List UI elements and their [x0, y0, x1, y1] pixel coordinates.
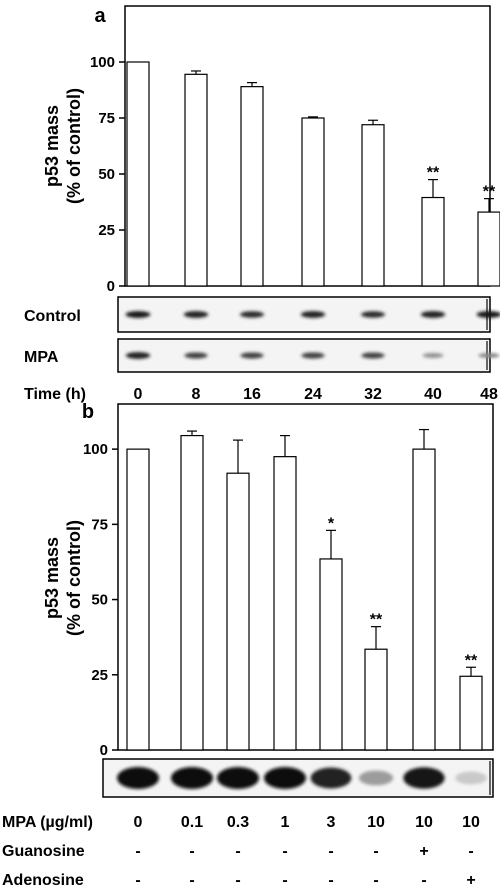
blot-band-a: [240, 352, 264, 359]
blot-band-a: [420, 311, 446, 318]
bar-b: [459, 675, 483, 751]
significance-mark-b: **: [465, 652, 478, 669]
blot-band-a: [239, 311, 265, 318]
blot-band-a: [361, 352, 385, 359]
treatment-mark-b: -: [282, 843, 287, 860]
blot-band-b: [217, 767, 259, 789]
blot-band-a: [125, 352, 151, 359]
x-tick-label-a: 40: [424, 386, 442, 403]
significance-mark-a: **: [483, 184, 496, 201]
y-axis-label-a: p53 mass (% of control): [42, 88, 84, 204]
y-tick-label-a: 0: [107, 278, 115, 295]
y-axis-label-b: p53 mass (% of control): [42, 520, 84, 636]
blot-band-b: [403, 767, 445, 789]
x-axis-label-b: MPA (µg/ml): [2, 814, 93, 831]
bar-b: [180, 434, 204, 751]
x-tick-label-a: 16: [243, 386, 261, 403]
treatment-mark-b: -: [135, 843, 140, 860]
blot-band-a: [184, 352, 208, 359]
treatment-mark-b: -: [189, 872, 194, 889]
blot-band-a: [301, 352, 325, 359]
bar-b: [273, 456, 297, 751]
x-tick-label-b: 0: [134, 814, 143, 831]
treatment-label-b: Guanosine: [2, 843, 85, 860]
blot-band-b: [310, 767, 352, 789]
bar-b: [319, 558, 343, 751]
treatment-mark-b: -: [135, 872, 140, 889]
bar-b: [412, 448, 436, 751]
significance-mark-b: *: [328, 515, 335, 532]
treatment-mark-b: -: [421, 872, 426, 889]
x-tick-label-b: 10: [367, 814, 385, 831]
blot-band-a: [422, 353, 444, 358]
bar-a: [361, 124, 385, 287]
blot-band-b: [171, 767, 213, 789]
blot-band-a: [300, 311, 326, 318]
blot-band-a: [360, 311, 386, 318]
x-tick-label-a: 32: [364, 386, 382, 403]
x-tick-label-a: 8: [192, 386, 201, 403]
y-tick-label-b: 75: [91, 516, 108, 533]
y-axis-label-line1-a: p53 mass: [42, 105, 62, 187]
y-axis-label-line2-b: (% of control): [64, 520, 84, 636]
treatment-mark-b: -: [328, 843, 333, 860]
blot-band-a: [476, 311, 500, 318]
x-tick-label-a: 0: [134, 386, 143, 403]
bar-a: [477, 211, 500, 287]
treatment-label-b: Adenosine: [2, 872, 84, 889]
bar-b: [126, 448, 150, 751]
treatment-mark-b: -: [235, 843, 240, 860]
treatment-mark-b: +: [466, 872, 475, 889]
y-tick-label-b: 0: [100, 742, 108, 759]
blot-band-b: [455, 771, 487, 785]
bar-a: [301, 117, 325, 287]
x-tick-label-b: 10: [462, 814, 480, 831]
treatment-mark-b: -: [373, 872, 378, 889]
blot-row-label-a: MPA: [24, 349, 59, 366]
treatment-mark-b: -: [282, 872, 287, 889]
bar-a: [126, 61, 150, 287]
blot-band-a: [183, 311, 209, 318]
x-axis-label-a: Time (h): [24, 386, 86, 403]
y-tick-label-b: 50: [91, 592, 108, 609]
blot-band-b: [117, 767, 159, 789]
blot-band-b: [358, 770, 394, 786]
panel-label-b: b: [82, 401, 94, 423]
x-tick-label-b: 10: [415, 814, 433, 831]
treatment-mark-b: -: [189, 843, 194, 860]
y-axis-label-line2-a: (% of control): [64, 88, 84, 204]
treatment-mark-b: +: [419, 843, 428, 860]
bar-a: [421, 196, 445, 287]
x-tick-label-b: 1: [281, 814, 290, 831]
y-tick-label-a: 75: [98, 110, 115, 127]
significance-mark-a: **: [427, 165, 440, 182]
treatment-mark-b: -: [468, 843, 473, 860]
x-tick-label-b: 0.3: [227, 814, 249, 831]
bar-b: [226, 472, 250, 751]
blot-band-a: [125, 311, 151, 318]
y-tick-label-a: 50: [98, 166, 115, 183]
y-tick-label-b: 25: [91, 667, 108, 684]
x-tick-label-a: 24: [304, 386, 322, 403]
bar-a: [184, 73, 208, 287]
y-tick-label-a: 25: [98, 222, 115, 239]
significance-mark-b: **: [370, 612, 383, 629]
bar-a: [240, 86, 264, 287]
treatment-mark-b: -: [235, 872, 240, 889]
blot-band-a: [478, 352, 500, 359]
x-tick-label-b: 3: [327, 814, 336, 831]
y-tick-label-a: 100: [90, 54, 115, 71]
y-axis-label-line1-b: p53 mass: [42, 537, 62, 619]
blot-row-label-a: Control: [24, 308, 81, 325]
panel-label-a: a: [94, 5, 106, 27]
bar-b: [364, 648, 388, 751]
plot-frame-b: [117, 403, 494, 751]
x-tick-label-b: 0.1: [181, 814, 203, 831]
treatment-mark-b: -: [328, 872, 333, 889]
x-tick-label-a: 48: [480, 386, 498, 403]
y-tick-label-b: 100: [83, 441, 108, 458]
blot-band-b: [264, 767, 306, 789]
treatment-mark-b: -: [373, 843, 378, 860]
